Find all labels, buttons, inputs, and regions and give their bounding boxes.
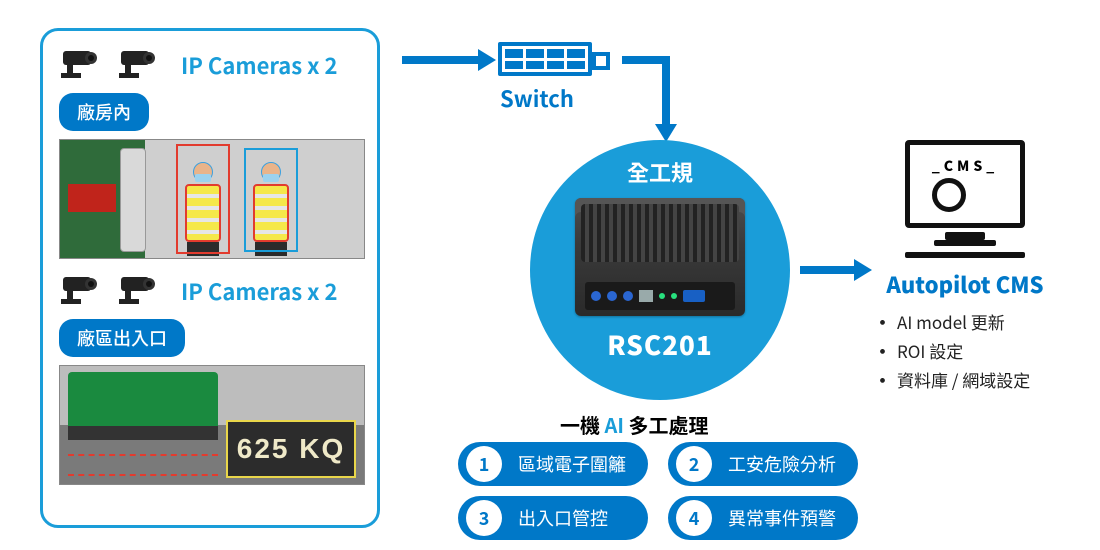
detection-bbox (244, 148, 298, 252)
cms-feature-item: 資料庫 / 網域設定 (874, 366, 1060, 395)
location-tag-gate: 廠區出入口 (59, 319, 185, 357)
wall-sign (68, 184, 116, 212)
truck (68, 372, 218, 432)
hub-top-label: 全工規 (627, 156, 693, 188)
cms-feature-list: AI model 更新ROI 設定資料庫 / 網域設定 (874, 308, 1060, 395)
feature-number: 3 (466, 500, 502, 536)
product-name: RSC201 (607, 326, 712, 363)
keyboard-icon (905, 252, 1025, 258)
trip-line (68, 474, 218, 476)
license-plate-readout: 625 KQ (226, 420, 356, 478)
bumper (68, 426, 218, 440)
camera-sources-panel: IP Cameras x 2 廠房內 IP Cameras x 2 廠區出入口 … (40, 28, 380, 528)
trip-line (68, 454, 218, 456)
camera-row-2: IP Cameras x 2 (59, 271, 361, 311)
feature-label: 區域電子圍籬 (518, 451, 626, 477)
detection-bbox (176, 144, 230, 254)
rsc201-device-illustration (575, 198, 745, 316)
arrow-segment (402, 56, 480, 64)
camera-icon (59, 45, 107, 85)
feature-label: 異常事件預警 (728, 505, 836, 531)
cms-monitor-text: _CMS_ (932, 156, 999, 176)
switch-label: Switch (500, 82, 574, 114)
gear-icon (932, 178, 966, 212)
camera-row-1: IP Cameras x 2 (59, 45, 361, 85)
gate-photo: 625 KQ (59, 365, 365, 485)
arrow-segment (800, 266, 856, 274)
cms-feature-item: ROI 設定 (874, 337, 1060, 366)
pillar (120, 148, 146, 252)
hub-subtitle: 一機 AI 多工處理 (560, 410, 709, 439)
cms-block: _CMS_ Autopilot CMS AI model 更新ROI 設定資料庫… (870, 140, 1060, 395)
feature-number: 2 (676, 446, 712, 482)
arrow-segment (662, 56, 670, 126)
camera-icon (117, 45, 165, 85)
subtitle-accent: AI (605, 410, 624, 439)
subtitle-suffix: 多工處理 (624, 410, 709, 439)
feature-pill: 2 工安危險分析 (668, 442, 858, 486)
arrow-head-icon (478, 49, 496, 71)
location-tag-indoor: 廠房內 (59, 93, 149, 131)
camera-count-label: IP Cameras x 2 (181, 275, 338, 307)
feature-label: 工安危險分析 (728, 451, 836, 477)
feature-pill: 3 出入口管控 (458, 496, 648, 540)
cms-title: Autopilot CMS (870, 268, 1060, 300)
feature-number: 4 (676, 500, 712, 536)
feature-number: 1 (466, 446, 502, 482)
edge-device-hub: 全工規 RSC201 (530, 140, 790, 400)
camera-count-label: IP Cameras x 2 (181, 49, 338, 81)
cms-feature-item: AI model 更新 (874, 308, 1060, 337)
camera-icon (117, 271, 165, 311)
network-switch-icon (498, 42, 592, 76)
feature-pill: 4 異常事件預警 (668, 496, 858, 540)
cms-monitor-icon: _CMS_ (905, 140, 1025, 228)
subtitle-prefix: 一機 (560, 410, 605, 439)
indoor-photo (59, 139, 365, 259)
network-switch-aux-icon (592, 52, 610, 70)
feature-pill: 1 區域電子圍籬 (458, 442, 648, 486)
monitor-stand (945, 232, 985, 240)
monitor-base (934, 240, 996, 246)
camera-icon (59, 271, 107, 311)
feature-label: 出入口管控 (518, 505, 608, 531)
